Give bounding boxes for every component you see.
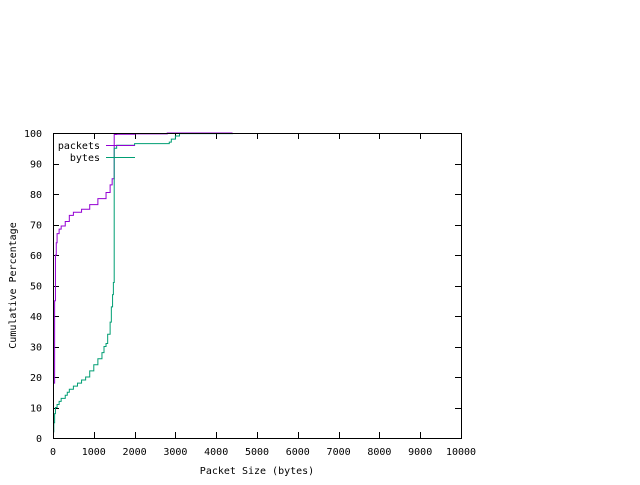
x-tick-label: 6000 (286, 447, 310, 458)
x-tick-label: 3000 (163, 447, 187, 458)
y-tick-label: 100 (24, 129, 42, 140)
y-tick-label: 90 (30, 160, 42, 171)
series-line-bytes (53, 133, 234, 433)
series-lines (53, 132, 234, 433)
x-tick-label: 1000 (82, 447, 106, 458)
x-axis-label: Packet Size (bytes) (200, 466, 314, 477)
x-tick-label: 4000 (204, 447, 228, 458)
y-tick-label: 40 (30, 312, 42, 323)
y-tick-label: 70 (30, 221, 42, 232)
x-tick-label: 0 (50, 447, 56, 458)
x-tick-label: 8000 (367, 447, 391, 458)
tick-labels: 0 1000 2000 3000 4000 5000 6000 7000 8000 9000 100… (24, 129, 476, 458)
legend-label-packets: packets (58, 141, 100, 152)
x-tick-label: 7000 (327, 447, 351, 458)
x-tick-label: 10000 (446, 447, 476, 458)
y-tick-label: 50 (30, 282, 42, 293)
y-axis-label: Cumulative Percentage (8, 222, 19, 348)
x-tick-label: 5000 (245, 447, 269, 458)
y-tick-label: 60 (30, 251, 42, 262)
y-tick-label: 20 (30, 373, 42, 384)
y-tick-label: 0 (36, 434, 42, 445)
y-tick-label: 30 (30, 343, 42, 354)
plot-frame (53, 133, 462, 439)
y-tick-label: 80 (30, 190, 42, 201)
legend-label-bytes: bytes (70, 153, 100, 164)
y-tick-label: 10 (30, 404, 42, 415)
x-tick-label: 2000 (123, 447, 147, 458)
x-tick-label: 9000 (408, 447, 432, 458)
series-line-packets (53, 132, 233, 384)
